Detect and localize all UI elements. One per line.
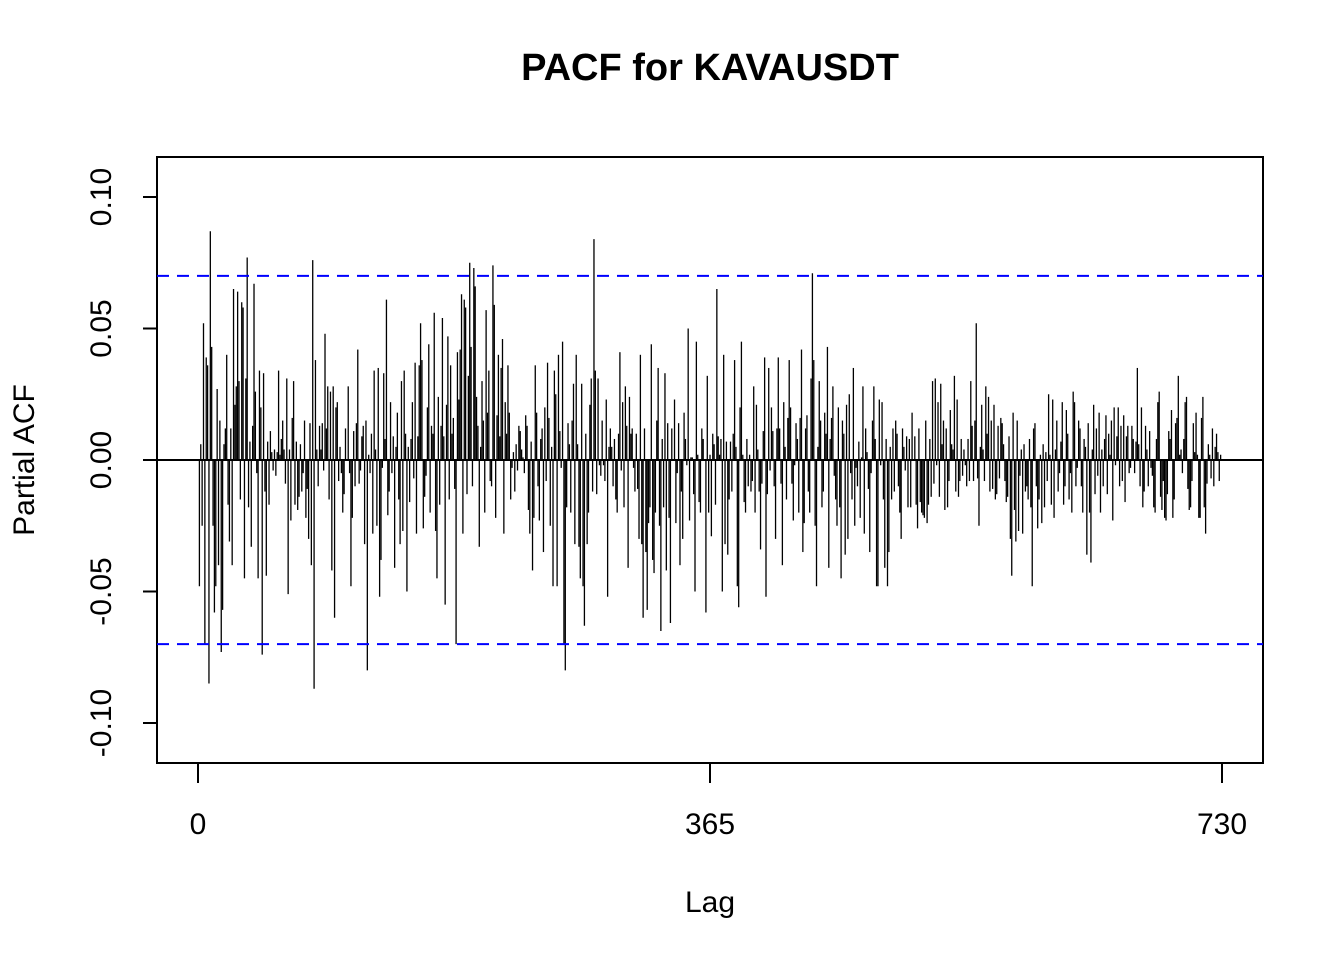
x-axis: 0 365 730 <box>190 762 1247 841</box>
x-tick-label: 365 <box>685 808 735 841</box>
y-axis-label: Partial ACF <box>8 384 41 536</box>
y-tick-label: 0.00 <box>85 431 118 489</box>
x-tick-label: 0 <box>190 808 207 841</box>
y-tick-label: 0.05 <box>85 299 118 357</box>
y-tick-label: 0.10 <box>85 168 118 226</box>
y-tick-label: -0.10 <box>85 689 118 757</box>
y-axis: -0.10 -0.05 0.00 0.05 0.10 <box>85 168 158 757</box>
x-tick-label: 730 <box>1197 808 1247 841</box>
chart-title: PACF for KAVAUSDT <box>521 47 899 89</box>
x-axis-label: Lag <box>685 886 735 919</box>
pacf-bars <box>198 231 1222 689</box>
y-tick-label: -0.05 <box>85 557 118 625</box>
